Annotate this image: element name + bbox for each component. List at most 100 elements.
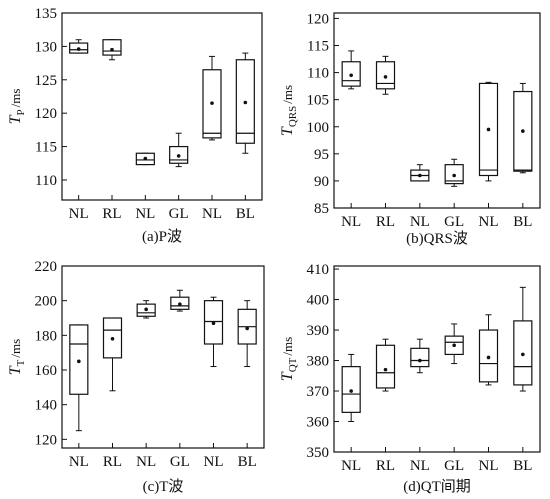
panel-3: 120 140 160 180 200 220 NL RL NL GL NL BL TT/ms (c)T波: [7, 259, 265, 495]
box-1: [341, 353, 361, 423]
x-tick-label: RL: [102, 206, 121, 222]
box-1: [341, 50, 361, 90]
y-tick-label: 100: [307, 120, 330, 136]
y-tick-label: 220: [35, 259, 58, 275]
y-tick-label: 110: [307, 66, 329, 82]
x-tick-label: NL: [341, 214, 361, 230]
y-axis-label: TQRS/ms: [279, 85, 299, 136]
x-tick-label: GL: [169, 206, 189, 222]
y-axis-label-main: T: [7, 365, 24, 375]
box-mean-dot: [176, 154, 181, 158]
box-iqr: [102, 39, 122, 56]
box-mean-dot: [349, 389, 353, 393]
x-tick-label: NL: [135, 206, 155, 222]
box-mean-dot: [110, 47, 114, 52]
x-tick-label: BL: [513, 214, 532, 230]
x-tick-label: NL: [410, 214, 430, 230]
box-1: [69, 39, 89, 54]
x-tick-label: NL: [69, 206, 89, 222]
box-mean-dot: [110, 337, 115, 341]
x-tick-label: RL: [103, 454, 122, 470]
y-tick-label: 120: [35, 106, 58, 122]
y-axis-label-unit: /ms: [8, 89, 23, 108]
box-mean-dot: [211, 321, 216, 326]
y-tick-label: 90: [314, 174, 329, 190]
box-3: [136, 300, 156, 319]
y-tick-label: 180: [35, 328, 58, 344]
box-mean-dot: [383, 367, 388, 372]
panel-caption: (d)QT间期: [403, 478, 471, 495]
y-axis-label-sub: P: [15, 109, 27, 115]
y-tick-label: 125: [35, 73, 58, 89]
x-tick-label: RL: [376, 458, 395, 474]
box-4: [444, 158, 464, 187]
y-tick-label: 400: [307, 293, 330, 309]
y-axis-label-unit: /ms: [280, 337, 295, 356]
x-tick-label: BL: [238, 454, 257, 470]
box-4: [444, 323, 464, 365]
y-tick-label: 130: [35, 39, 58, 55]
box-mean-dot: [76, 47, 81, 51]
y-tick-label: 95: [314, 147, 329, 163]
y-axis-label: TT/ms: [7, 339, 27, 375]
x-tick-label: NL: [202, 206, 222, 222]
x-tick-label: BL: [513, 458, 532, 474]
y-tick-label: 105: [307, 93, 330, 109]
y-tick-label: 110: [35, 173, 57, 189]
box-5: [203, 296, 224, 368]
x-tick-label: GL: [170, 454, 190, 470]
y-axis-label-main: T: [279, 126, 296, 136]
box-6: [237, 300, 257, 368]
box-6: [513, 82, 533, 174]
x-tick-label: GL: [444, 214, 464, 230]
y-axis-label: TQT/ms: [279, 337, 299, 381]
plot-frame: [61, 265, 265, 449]
x-tick-label: GL: [444, 458, 464, 474]
y-tick-label: 160: [35, 363, 58, 379]
y-tick-label: 120: [307, 11, 330, 27]
x-tick-label: NL: [136, 454, 156, 470]
box-mean-dot: [452, 173, 456, 178]
y-tick-label: 85: [314, 201, 329, 217]
plot-frame: [333, 12, 541, 209]
panel-caption: (c)T波: [143, 478, 184, 495]
x-tick-label: NL: [341, 458, 361, 474]
y-axis-label-unit: /ms: [280, 85, 295, 104]
box-mean-dot: [521, 129, 525, 133]
box-6: [513, 286, 533, 392]
y-tick-label: 200: [35, 294, 58, 310]
box-mean-dot: [383, 75, 388, 79]
box-mean-dot: [418, 358, 422, 363]
panel-caption: (b)QRS波: [406, 230, 468, 247]
y-axis-label-main: T: [279, 371, 296, 381]
box-mean-dot: [418, 173, 422, 178]
y-tick-label: 115: [35, 140, 57, 156]
box-mean-dot: [210, 101, 214, 105]
box-2: [375, 55, 396, 95]
y-tick-label: 360: [307, 415, 330, 431]
y-tick-label: 370: [307, 384, 330, 400]
box-4: [169, 132, 189, 168]
box-iqr: [375, 344, 396, 389]
x-tick-label: NL: [479, 458, 499, 474]
y-axis-label-unit: /ms: [8, 339, 23, 358]
y-tick-label: 350: [307, 445, 330, 461]
box-mean-dot: [143, 156, 148, 161]
panel-1: 110 115 120 125 130 135 NL RL NL GL NL BL TP/ms (a)P波: [7, 6, 263, 245]
y-tick-label: 115: [307, 39, 329, 55]
box-2: [375, 338, 396, 392]
y-axis-label-main: T: [7, 114, 24, 124]
box-iqr: [410, 347, 430, 368]
panel-4: 350 360 370 380 390 400 410 NL RL NL GL NL BL TQT/ms (…: [279, 262, 541, 495]
box-2: [102, 39, 122, 61]
box-3: [135, 152, 155, 166]
y-tick-label: 135: [35, 6, 58, 22]
x-tick-label: NL: [479, 214, 499, 230]
box-2: [102, 317, 123, 392]
box-mean-dot: [452, 343, 456, 348]
box-mean-dot: [521, 352, 525, 357]
y-tick-label: 410: [307, 262, 330, 278]
box-mean-dot: [486, 355, 491, 360]
box-mean-dot: [349, 73, 353, 78]
x-tick-label: NL: [204, 454, 224, 470]
